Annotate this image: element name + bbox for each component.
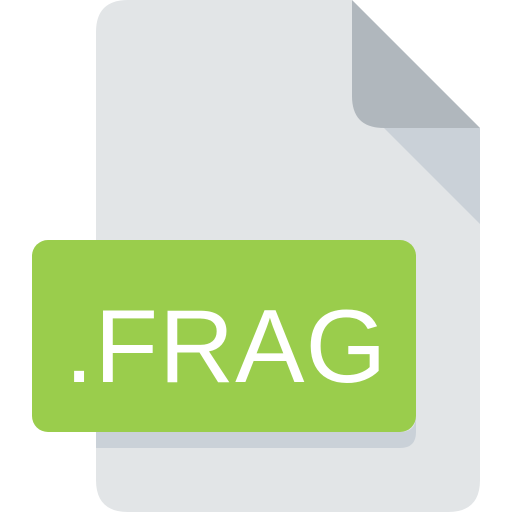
extension-badge — [32, 240, 416, 432]
file-folded-corner — [352, 0, 480, 128]
extension-label: .FRAG — [65, 289, 388, 405]
file-fold-shadow — [384, 128, 480, 224]
